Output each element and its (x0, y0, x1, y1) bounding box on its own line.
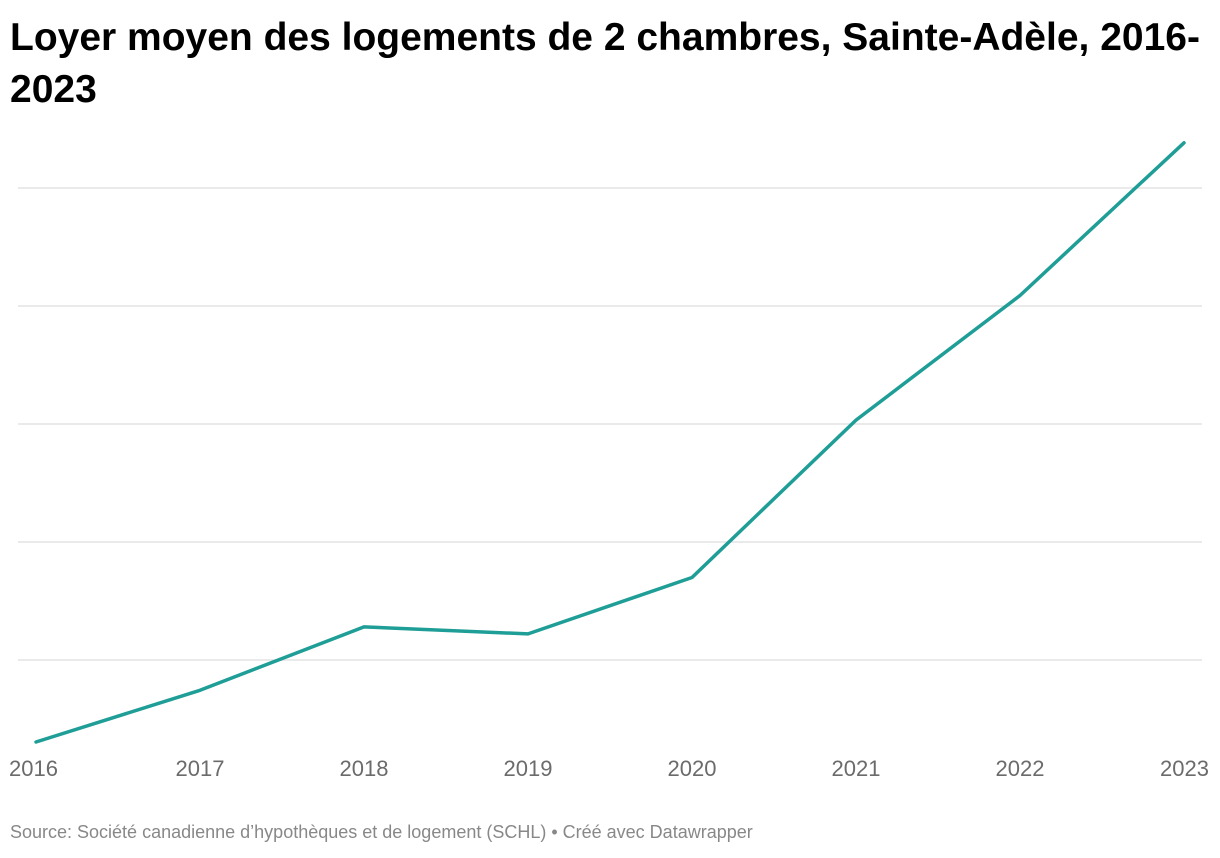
x-tick-label: 2020 (668, 756, 717, 781)
x-tick-label: 2017 (176, 756, 225, 781)
x-tick-label: 2022 (996, 756, 1045, 781)
data-point (34, 740, 38, 744)
data-point (198, 688, 202, 692)
series-line (34, 141, 1186, 744)
x-axis-tick-labels: 2016 2017 2018 2019 2020 2021 2022 2023 (9, 756, 1209, 781)
x-tick-label: 2021 (832, 756, 881, 781)
x-tick-label: 2016 (9, 756, 58, 781)
chart-title: Loyer moyen des logements de 2 chambres,… (10, 16, 1200, 111)
data-point (1182, 141, 1186, 145)
data-point (690, 576, 694, 580)
x-tick-label: 2023 (1160, 756, 1209, 781)
data-point (526, 632, 530, 636)
x-tick-label: 2019 (504, 756, 553, 781)
data-point (362, 625, 366, 629)
series-layer (34, 141, 1186, 744)
data-point (1018, 294, 1022, 298)
source-note: Source: Société canadienne d’hypothèques… (10, 822, 753, 842)
grid-lines (18, 187, 1202, 661)
x-tick-label: 2018 (340, 756, 389, 781)
data-point (854, 418, 858, 422)
